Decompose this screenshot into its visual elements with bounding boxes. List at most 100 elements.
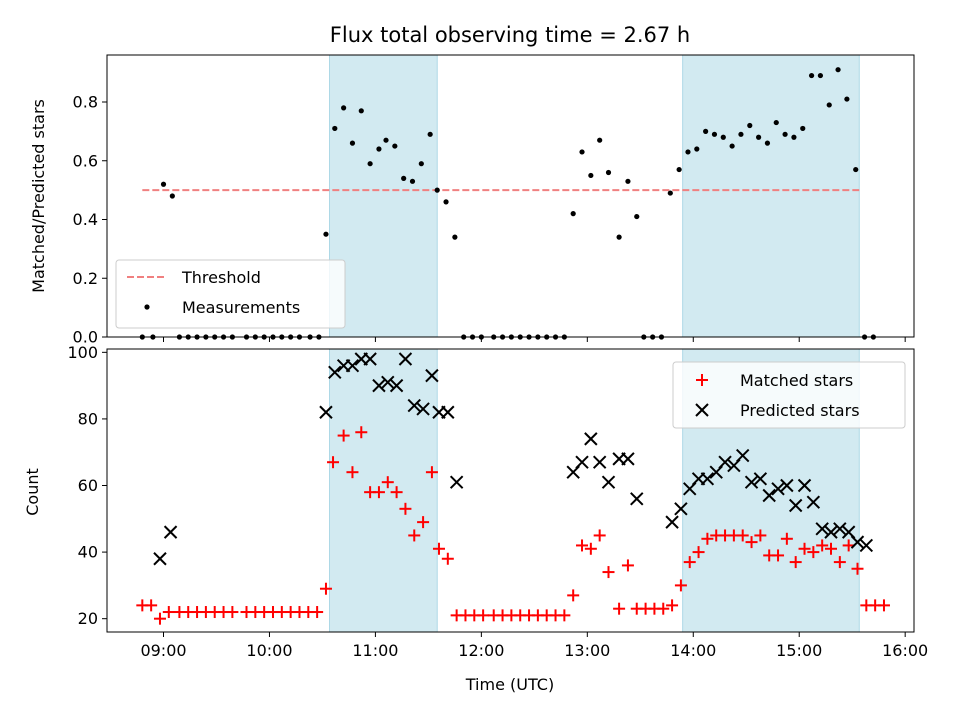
predicted-star-point-stroke <box>163 525 178 539</box>
measurement-point <box>747 122 753 129</box>
y-tick-label: 100 <box>67 343 98 362</box>
matched-star-point <box>613 602 626 615</box>
measurement-point <box>667 190 673 196</box>
predicted-star-point <box>592 455 607 469</box>
predicted-star-point-stroke <box>744 475 759 489</box>
matched-star-point <box>425 466 438 479</box>
predicted-star-point <box>372 378 386 393</box>
predicted-star-point-stroke <box>449 475 464 489</box>
matched-star-point <box>745 536 758 549</box>
measurement-point <box>588 172 594 179</box>
measurement-point <box>685 149 691 155</box>
measurement-point <box>427 131 433 137</box>
y-tick-label: 0.2 <box>73 269 98 288</box>
predicted-star-point-stroke <box>584 432 598 446</box>
measurement-point <box>392 143 398 149</box>
predicted-star-point <box>389 378 404 393</box>
matched-star-point <box>441 552 454 565</box>
matched-star-point <box>780 532 793 545</box>
measurement-point <box>418 161 424 167</box>
bottom-legend: Matched stars Predicted stars <box>672 361 906 429</box>
predicted-star-point-stroke <box>425 368 439 383</box>
predicted-star-point-stroke <box>389 378 404 393</box>
measurement-point <box>835 67 841 73</box>
predicted-star-point <box>601 475 616 489</box>
predicted-star-point <box>771 482 785 496</box>
highlight-band <box>328 54 438 338</box>
matched-star-point <box>772 549 785 562</box>
measurement-point <box>452 234 458 240</box>
predicted-star-point-stroke <box>381 375 395 390</box>
matched-star-point <box>842 539 855 552</box>
top-y-axis-label: Matched/Predicted stars <box>29 99 48 293</box>
y-tick-label: 20 <box>78 609 98 628</box>
measurement-point <box>616 234 622 240</box>
predicted-star-point <box>449 475 464 489</box>
predicted-star-point <box>381 375 395 390</box>
measurement-point <box>376 146 382 152</box>
matched-star-point <box>692 546 705 559</box>
predicted-star-point <box>407 398 421 413</box>
predicted-star-point <box>700 472 715 486</box>
y-tick-label: 0.8 <box>73 93 98 112</box>
measurement-point <box>782 131 788 137</box>
bottom-panel: 09:00 10:00 11:00 12:00 13:00 14:00 15:00 16:00… <box>23 343 928 694</box>
measurement-point <box>676 166 682 173</box>
predicted-star-point <box>621 452 635 466</box>
measurement-point <box>409 178 416 184</box>
predicted-star-point-stroke <box>674 502 688 516</box>
legend-threshold-label: Threshold <box>181 268 261 287</box>
matched-star-point <box>602 566 615 579</box>
predicted-star-point <box>398 352 413 366</box>
measurement-point <box>367 161 373 167</box>
measurement-point <box>738 131 744 137</box>
predicted-star-point-stroke <box>788 498 803 513</box>
y-tick-label: 60 <box>78 476 98 495</box>
x-axis-label: Time (UTC) <box>465 675 554 694</box>
x-tick-label: 13:00 <box>564 641 610 660</box>
matched-star-point <box>789 556 802 569</box>
predicted-star-point-stroke <box>153 552 167 566</box>
matched-star-point <box>683 556 696 569</box>
predicted-star-point <box>753 472 768 486</box>
predicted-star-point <box>797 478 812 493</box>
predicted-star-point <box>441 405 455 419</box>
predicted-star-point-stroke <box>815 522 829 536</box>
predicted-star-point <box>584 432 598 446</box>
measurement-point <box>383 137 389 143</box>
matched-star-point <box>311 606 324 619</box>
measurement-point <box>349 140 356 146</box>
predicted-star-point-stroke <box>850 535 865 549</box>
predicted-star-point <box>630 492 644 506</box>
predicted-star-point <box>806 495 821 509</box>
predicted-star-point-stroke <box>753 472 768 486</box>
predicted-star-point-stroke <box>319 405 333 419</box>
matched-star-point <box>593 529 606 542</box>
predicted-star-point <box>363 352 377 366</box>
measurement-point <box>756 134 762 140</box>
predicted-star-point <box>163 525 178 539</box>
matched-star-point <box>584 542 597 555</box>
matched-star-point <box>372 486 385 499</box>
measurement-point <box>169 193 175 199</box>
matched-star-point <box>319 582 332 595</box>
predicted-star-point-stroke <box>575 455 589 469</box>
bottom-legend-box <box>672 361 906 429</box>
matched-star-point <box>390 486 403 499</box>
predicted-star-point <box>736 448 750 463</box>
matched-star-point <box>877 599 890 612</box>
measurement-point <box>817 72 824 79</box>
predicted-star-point-stroke <box>441 405 455 419</box>
x-tick-label: 14:00 <box>670 641 716 660</box>
measurement-point <box>625 178 631 184</box>
bottom-axis-ticks: 09:00 10:00 11:00 12:00 13:00 14:00 15:00 16:00… <box>67 343 928 660</box>
measurement-point <box>570 211 576 217</box>
predicted-star-point-stroke <box>372 378 386 393</box>
predicted-star-point <box>824 525 838 539</box>
measurement-point <box>764 140 771 146</box>
legend-matched-label: Matched stars <box>740 371 853 390</box>
predicted-star-point-stroke <box>736 448 750 463</box>
predicted-star-point <box>328 365 342 380</box>
measurement-point <box>443 199 449 205</box>
measurement-point <box>729 143 735 149</box>
